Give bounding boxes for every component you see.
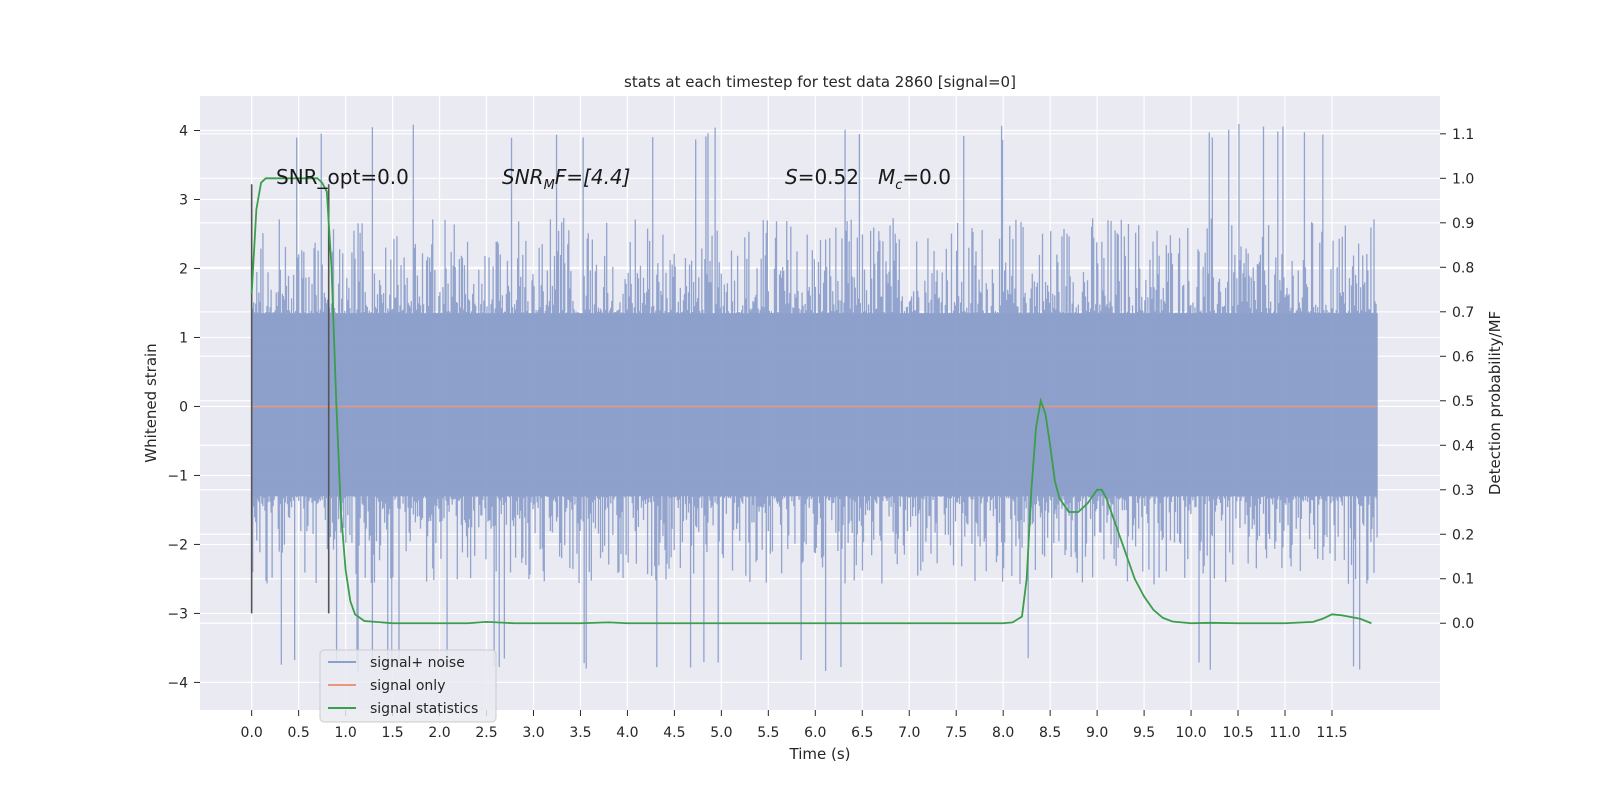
y-right-tick-label: 0.9 (1452, 216, 1474, 232)
legend-label-signal: signal only (370, 678, 445, 694)
x-tick-label: 7.5 (945, 725, 967, 741)
y-left-tick-label: 1 (179, 330, 188, 346)
x-tick-label: 6.5 (851, 725, 873, 741)
y-right-tick-label: 0.1 (1452, 572, 1474, 588)
y-right-axis-label: Detection probability/MF (1486, 311, 1504, 495)
x-tick-label: 1.5 (381, 725, 403, 741)
x-tick-label: 11.5 (1316, 725, 1347, 741)
y-right-tick-label: 0.4 (1452, 438, 1474, 454)
x-tick-label: 9.0 (1086, 725, 1108, 741)
y-right-tick-label: 0.3 (1452, 483, 1474, 499)
x-tick-label: 2.5 (475, 725, 497, 741)
x-tick-label: 1.0 (334, 725, 356, 741)
annotation-s: S=0.52 (785, 165, 859, 189)
x-tick-label: 10.0 (1175, 725, 1206, 741)
time-markers (250, 184, 330, 614)
s-label: S (785, 165, 798, 189)
noise-series-core (251, 313, 1378, 497)
x-tick-label: 3.5 (569, 725, 591, 741)
x-axis-label: Time (s) (789, 745, 851, 763)
y-right-tick-label: 0.8 (1452, 260, 1474, 276)
y-right-tick-label: 0.6 (1452, 349, 1474, 365)
x-tick-label: 4.0 (616, 725, 638, 741)
y-left-tick-label: −1 (167, 468, 188, 484)
mc-value: =0.0 (902, 165, 951, 189)
x-tick-label: 2.0 (428, 725, 450, 741)
y-left-axis-label: Whitened strain (142, 343, 160, 462)
y-left-tick-label: 4 (179, 123, 188, 139)
y-left-tick-label: −4 (167, 675, 188, 691)
x-tick-label: 3.0 (522, 725, 544, 741)
y-right-tick-label: 1.0 (1452, 171, 1474, 187)
y-right-tick-label: 0.2 (1452, 527, 1474, 543)
y-left-tick-label: 0 (179, 399, 188, 415)
x-axis-ticks: 0.0 0.5 1.0 1.5 2.0 2.5 3.0 3.5 4.0 4.5 5.0 5.5 6.0 6… (241, 710, 1348, 741)
annotation-snr-mf: SNRMF=[4.4] (502, 165, 630, 193)
snr-mf-value: F=[4.4] (555, 165, 631, 189)
x-tick-label: 8.5 (1039, 725, 1061, 741)
x-tick-label: 5.0 (710, 725, 732, 741)
x-tick-label: 0.0 (241, 725, 263, 741)
signal-statistics-line (250, 177, 1372, 625)
x-tick-label: 6.0 (804, 725, 826, 741)
y-right-tick-label: 0.7 (1452, 305, 1474, 321)
x-tick-label: 7.0 (898, 725, 920, 741)
annotation-snr-opt: SNR_opt=0.0 (276, 165, 409, 189)
x-tick-label: 10.5 (1222, 725, 1253, 741)
chart-title: stats at each timestep for test data 286… (624, 73, 1016, 91)
mc-sub: c (895, 178, 902, 193)
x-tick-label: 0.5 (288, 725, 310, 741)
y-right-tick-label: 1.1 (1452, 127, 1474, 143)
legend-label-stats: signal statistics (370, 701, 478, 717)
y-left-tick-label: −2 (167, 537, 188, 553)
noise-series-layer (251, 124, 1378, 673)
s-value: =0.52 (798, 165, 859, 189)
stats-series-layer (250, 177, 1372, 625)
x-tick-label: 4.5 (663, 725, 685, 741)
x-tick-label: 11.0 (1269, 725, 1300, 741)
x-tick-label: 8.0 (992, 725, 1014, 741)
annotation-mc: Mc=0.0 (878, 165, 951, 193)
legend-box (319, 649, 497, 723)
x-tick-label: 9.5 (1133, 725, 1155, 741)
legend: signal+ noise signal only signal statist… (319, 649, 497, 723)
y-right-axis-ticks: 0.0 0.1 0.2 0.3 0.4 0.5 0.6 0.7 0.8 0.9 1.0 1.1 (1440, 127, 1474, 632)
snr-mf-label: SNR (502, 165, 544, 189)
legend-label-noise: signal+ noise (370, 655, 465, 671)
mc-label: M (878, 165, 895, 189)
snr-mf-sub: M (544, 178, 555, 193)
y-left-tick-label: −3 (167, 606, 188, 622)
y-right-tick-label: 0.0 (1452, 616, 1474, 632)
x-tick-label: 5.5 (757, 725, 779, 741)
y-left-tick-label: 3 (179, 192, 188, 208)
y-left-axis-ticks: −4 −3 −2 −1 0 1 2 3 4 (167, 123, 200, 691)
y-right-tick-label: 0.5 (1452, 394, 1474, 410)
y-left-tick-label: 2 (179, 261, 188, 277)
